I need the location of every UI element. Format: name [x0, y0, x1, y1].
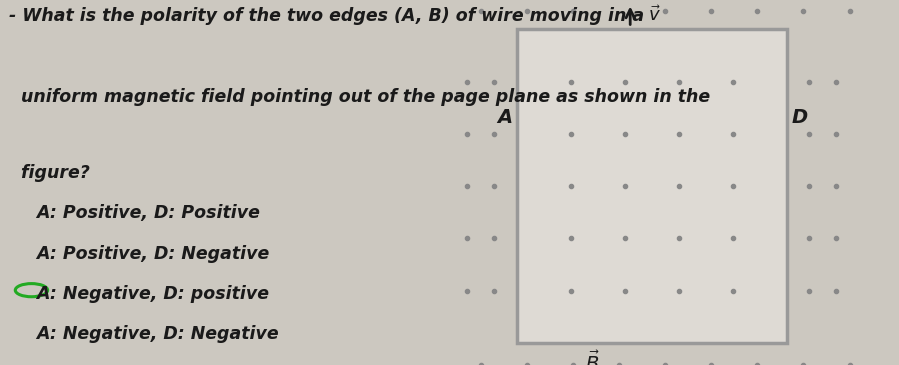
Bar — [517, 29, 787, 343]
Text: $\vec{v}$: $\vec{v}$ — [648, 5, 661, 26]
Text: A: Positive, D: Positive: A: Positive, D: Positive — [36, 204, 260, 222]
Text: uniform magnetic field pointing out of the page plane as shown in the: uniform magnetic field pointing out of t… — [9, 88, 710, 105]
Text: A: Negative, D: positive: A: Negative, D: positive — [36, 285, 269, 303]
Text: A: Negative, D: Negative: A: Negative, D: Negative — [36, 325, 279, 343]
Text: - What is the polarity of the two edges (A, B) of wire moving in a: - What is the polarity of the two edges … — [9, 7, 644, 25]
Text: $\vec{B}$: $\vec{B}$ — [585, 350, 600, 365]
Bar — [517, 29, 787, 343]
Text: A: A — [497, 108, 512, 127]
Text: figure?: figure? — [9, 164, 90, 182]
Text: D: D — [791, 108, 807, 127]
Text: A: Positive, D: Negative: A: Positive, D: Negative — [36, 245, 269, 262]
